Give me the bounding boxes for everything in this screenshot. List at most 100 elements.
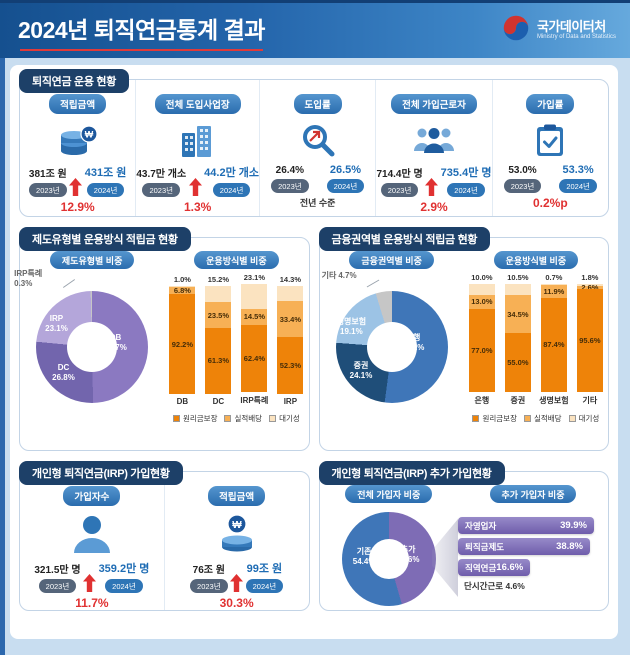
old-value: 321.5만 명 (34, 565, 81, 576)
bar-category-label: DB (176, 396, 189, 406)
sector-share-panel: 금융권역별 비중 은행 52.1% 증권 24.1% 생명보험 19.1% 기타 4.7… (320, 238, 464, 450)
year-badge-2023: 2023년 (190, 579, 228, 593)
year-badge-2024: 2024년 (212, 183, 251, 197)
change-value: 11.7% (75, 596, 109, 610)
stacked-bar-은행: 10.0% 13.0% 77.0% 은행 (468, 273, 495, 406)
new-value: 53.3% (562, 164, 594, 176)
donut-label-dc: DC 26.8% (52, 363, 75, 383)
donut-hole (366, 322, 417, 372)
bar-segment-실적배당: 23.5% (205, 302, 232, 328)
metric-adopting-workplaces: 전체 도입사업장 (135, 80, 259, 216)
donut-label-etc: 기타 4.7% (321, 271, 357, 280)
change-value: 2.9% (420, 200, 448, 214)
horizontal-bar-chart-irp-additional: 자영업자 39.9% 퇴직금제도 38.8% 직역연금 16.6% 단시간근로 4.6% (432, 513, 608, 597)
bar-category-label: 기타 (582, 396, 598, 406)
metric-adoption-rate: 도입률 26.4% 2023년 26.5% 2024년 전년 수준 (259, 80, 375, 216)
metric-tab: 가입자수 (63, 486, 121, 506)
old-value: 381조 원 (28, 169, 67, 180)
plan-method-share-panel: 운용방식별 비중 1.0% 6.8% 92.2% DB 15.2% 23.5% 61.3% D… (164, 238, 308, 450)
sector-method-share-panel: 운용방식별 비중 10.0% 13.0% 77.0% 은행 10.5% 34.5% 55.0… (464, 238, 608, 450)
coins-icon: ₩ (58, 120, 98, 160)
section-title: 퇴직연금 운용 현황 (19, 69, 130, 93)
bar-segment-대기성 (169, 285, 196, 288)
person-icon (69, 512, 115, 556)
old-value: 26.4% (275, 165, 305, 176)
leader-line (63, 279, 76, 288)
donut-chart-plan-type: DB 49.7% DC 26.8% IRP 23.1% IRP특례 0.3% (14, 269, 149, 403)
bar-category-label: IRP (283, 396, 298, 406)
donut-label-additional: 추가 45.6% (396, 545, 420, 565)
change-value: 1.3% (183, 200, 212, 214)
plan-type-share-panel: 제도유형별 비중 DB 49.7% DC 26.8% IRP 23.1% IRP특례 0… (14, 238, 164, 450)
change-value: 0.2%p (532, 196, 568, 210)
metric-irp-assets: 적립금액 ₩ 76조 원 2023년 (163, 472, 309, 610)
bar-segment-원리금보장: 52.3% (277, 337, 304, 394)
donut-label-irp: IRP 23.1% (45, 314, 68, 334)
year-badge-2024: 2024년 (447, 183, 485, 197)
change-value: 전년 수준 (299, 198, 336, 208)
donut-hole (368, 539, 409, 579)
bar-segment-원리금보장: 87.4% (540, 297, 567, 393)
bar-segment-원리금보장: 77.0% (468, 308, 495, 393)
legend-item-대기성: 대기성 (568, 413, 599, 424)
metric-tab: 전체 도입사업장 (154, 94, 241, 114)
metric-irp-subscribers: 가입자수 321.5만 명 2023년 359.2만 명 2024년 (20, 472, 164, 610)
new-value: 735.4만 명 (440, 167, 492, 179)
legend-item-원리금보장: 원리금보장 (472, 413, 517, 424)
buildings-icon (179, 120, 217, 160)
bar-segment-실적배당: 33.4% (277, 301, 304, 338)
agency-name: 국가데이터처 (536, 19, 606, 35)
bar-category-label: 생명보험 (539, 396, 569, 406)
irp-additional-share-panel: 추가 가입자 비중 자영업자 39.9% 퇴직금제도 38.8% 직역연금 16.6% 단시… (432, 472, 608, 610)
section-title: 개인형 퇴직연금(IRP) 가입현황 (19, 461, 183, 485)
legend-item-실적배당: 실적배당 (523, 413, 562, 424)
hbar-퇴직금제도: 퇴직금제도 38.8% (458, 538, 590, 555)
stacked-bar-기타: 1.8% 2.6% 95.6% 기타 (576, 273, 603, 406)
donut-chart-sector: 은행 52.1% 증권 24.1% 생명보험 19.1% 기타 4.7% (322, 271, 448, 403)
stacked-bar-증권: 10.5% 34.5% 55.0% 증권 (504, 273, 531, 406)
tab-irp-total-share: 전체 가입자 비중 (345, 485, 433, 503)
stacked-bar-chart-sector-method: 10.0% 13.0% 77.0% 은행 10.5% 34.5% 55.0% 증권 0.7% 11… (468, 273, 603, 406)
new-value: 44.2만 개소 (204, 167, 259, 179)
bar-top-label: 0.7% (545, 273, 563, 282)
old-value: 714.4만 명 (376, 169, 423, 180)
bar-segment-실적배당: 34.5% (504, 295, 531, 333)
metric-tab: 가입률 (526, 94, 575, 114)
donut-label-irp-teukrye: IRP특례 0.3% (14, 269, 43, 289)
bar-segment-실적배당: 11.9% (540, 284, 567, 298)
bar-category-label: 은행 (474, 396, 490, 406)
section-overview: 퇴직연금 운용 현황 적립금액 ₩ 381조 원 2023년 (19, 69, 609, 217)
content-panel: 퇴직연금 운용 현황 적립금액 ₩ 381조 원 2023년 (10, 65, 618, 639)
chart-legend: 원리금보장 실적배당 대기성 (172, 413, 300, 424)
metric-tab: 적립금액 (208, 486, 266, 506)
stacked-bar-IRP: 14.3% 33.4% 52.3% IRP (277, 275, 304, 406)
stacked-bar-DB: 1.0% 6.8% 92.2% DB (169, 275, 196, 406)
clipboard-icon (535, 120, 565, 160)
bar-segment-원리금보장: 95.6% (576, 288, 603, 393)
bar-segment-대기성 (205, 286, 232, 303)
year-badge-2023: 2023년 (503, 179, 542, 193)
up-arrow-icon (83, 574, 97, 593)
hbar-자영업자: 자영업자 39.9% (458, 517, 594, 534)
old-value: 53.0% (508, 165, 537, 176)
legend-item-대기성: 대기성 (269, 413, 300, 424)
tab-plan-method-share: 운용방식별 비중 (194, 251, 279, 269)
chart-legend: 원리금보장 실적배당 대기성 (472, 413, 599, 424)
section-title: 금융권역별 운용방식 적립금 현황 (318, 227, 491, 251)
change-value: 12.9% (60, 200, 95, 214)
year-badge-2023: 2023년 (29, 183, 67, 197)
section-financial-sector: 금융권역별 운용방식 적립금 현황 금융권역별 비중 은행 52.1% 증권 24.… (318, 227, 609, 451)
metric-subscription-rate: 가입률 53.0% 2023년 53.3% 2024년 (491, 80, 608, 216)
page-title: 2024년 퇴직연금통계 결과 (18, 11, 265, 51)
tab-sector-method-share: 운용방식별 비중 (493, 251, 579, 269)
bar-segment-원리금보장: 92.2% (169, 294, 196, 394)
year-badge-2024: 2024년 (245, 579, 284, 593)
tab-plan-type-share: 제도유형별 비중 (49, 251, 135, 269)
agency-logo: 국가데이터처 Ministry of Data and Statistics (502, 14, 616, 47)
old-value: 76조 원 (192, 565, 225, 576)
metric-tab: 도입률 (293, 94, 342, 114)
new-value: 99조 원 (246, 563, 283, 575)
donut-label-db: DB 49.7% (104, 333, 127, 353)
